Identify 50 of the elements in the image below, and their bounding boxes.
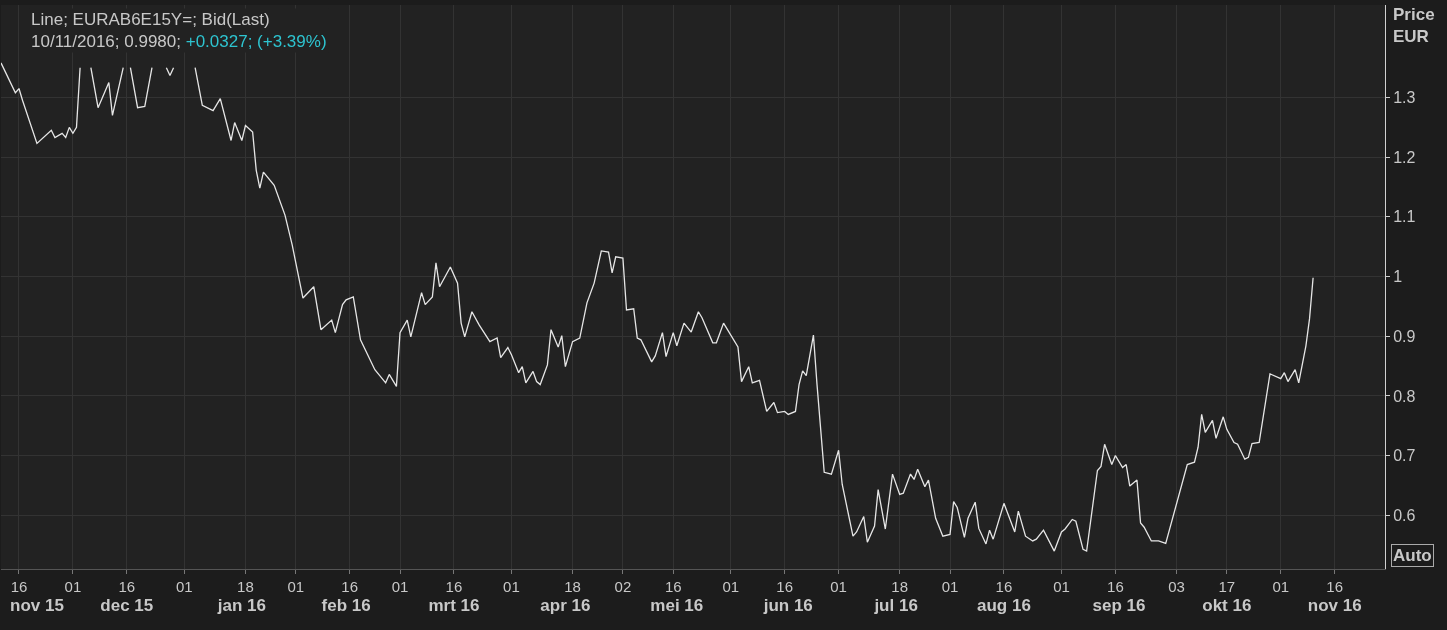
x-tick-label: 01 — [1053, 578, 1070, 595]
x2-tick-label: mei 16 — [650, 596, 704, 615]
y-tick-label: 0.8 — [1393, 387, 1416, 405]
x2-tick-label: jul 16 — [873, 596, 918, 615]
text: Auto — [1393, 546, 1432, 565]
x2-tick-label: jan 16 — [216, 596, 266, 615]
y-tick-label: 1.1 — [1393, 208, 1416, 226]
x-tick-label: 01 — [722, 578, 740, 595]
x-tick-label: 16 — [664, 578, 682, 595]
x-tick-label: 16 — [1107, 578, 1124, 595]
x2-tick-label: feb 16 — [321, 596, 371, 615]
x2-tick-label: nov 15 — [10, 596, 64, 615]
x-tick-label: 17 — [1218, 578, 1236, 595]
chart-title: Line; EURAB6E15Y=; Bid(Last) — [31, 10, 270, 29]
x-tick-label: 03 — [1168, 578, 1185, 595]
x2-tick-label: jun 16 — [762, 596, 813, 615]
x-tick-label: 16 — [445, 578, 463, 595]
y-tick-label: 0.9 — [1393, 327, 1416, 345]
x-tick-label: 16 — [341, 578, 359, 595]
x2-tick-label: aug 16 — [977, 596, 1031, 615]
y-axis-title: Price EUR — [1393, 5, 1435, 47]
x2-tick-label: dec 15 — [100, 596, 154, 615]
x-tick-label: 01 — [176, 578, 193, 595]
x-tick-label: 16 — [995, 578, 1013, 595]
x2-tick-label: nov 16 — [1307, 596, 1362, 615]
x-tick-label: 16 — [118, 578, 136, 595]
x-tick-label: 01 — [391, 578, 409, 595]
y-tick-label: 1 — [1393, 268, 1403, 286]
x2-tick-label: mrt 16 — [428, 596, 480, 615]
y-tick-label: 1.2 — [1393, 148, 1416, 166]
x2-tick-label: okt 16 — [1202, 596, 1252, 615]
x2-tick-label: apr 16 — [540, 596, 591, 615]
x-tick-label: 01 — [64, 578, 82, 595]
y-tick-label: 1.3 — [1393, 89, 1416, 107]
x-tick-label: 01 — [503, 578, 520, 595]
x-tick-label: 02 — [614, 578, 632, 595]
x-tick-label: 18 — [891, 578, 909, 595]
text: 10/11/2016; 0.9980; +0.0327; (+3.39%) — [31, 32, 327, 52]
y-tick-label: 0.6 — [1393, 506, 1416, 524]
x-tick-label: 18 — [237, 578, 254, 595]
x-tick-label: 01 — [941, 578, 959, 595]
x-tick-label: 01 — [1272, 578, 1290, 595]
x-tick-label: 16 — [776, 578, 794, 595]
x-tick-label: 18 — [564, 578, 581, 595]
x-tick-label: 01 — [830, 578, 847, 595]
x-tick-label: 01 — [287, 578, 305, 595]
x-tick-label: 16 — [10, 578, 28, 595]
y-tick-label: 0.7 — [1393, 447, 1416, 465]
x2-tick-label: sep 16 — [1092, 596, 1146, 615]
x-tick-label: 16 — [1326, 578, 1344, 595]
